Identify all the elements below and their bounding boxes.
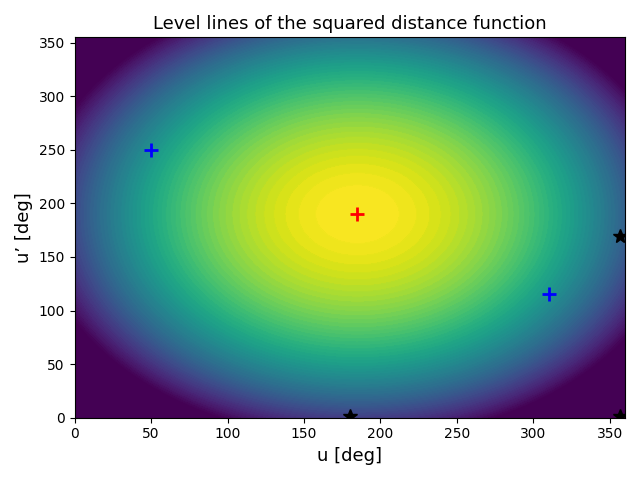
Title: Level lines of the squared distance function: Level lines of the squared distance func…	[153, 15, 547, 33]
Y-axis label: u’ [deg]: u’ [deg]	[15, 192, 33, 263]
X-axis label: u [deg]: u [deg]	[317, 447, 382, 465]
